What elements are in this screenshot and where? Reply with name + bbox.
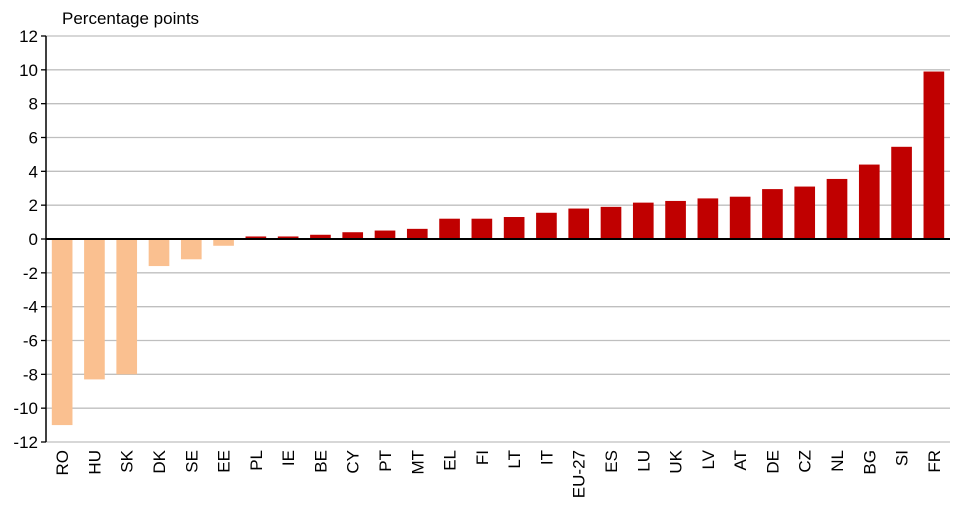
x-tick-label: FI xyxy=(473,450,492,465)
bars xyxy=(51,71,945,426)
bar-hu xyxy=(84,239,105,380)
x-tick-label: FR xyxy=(925,450,944,473)
bar-bg xyxy=(858,164,880,239)
y-tick-label: 0 xyxy=(29,230,38,249)
bar-nl xyxy=(826,178,848,239)
y-tick-label: 4 xyxy=(29,162,38,181)
x-tick-label: EU-27 xyxy=(570,450,589,498)
bar-el xyxy=(439,218,460,239)
bar-it xyxy=(536,212,557,239)
x-tick-label: CY xyxy=(344,450,363,474)
axes xyxy=(41,35,950,443)
x-tick-label: DK xyxy=(150,449,169,473)
bar-dk xyxy=(148,239,170,267)
bar-pt xyxy=(374,230,396,239)
bar-at xyxy=(729,196,751,239)
y-tick-label: -2 xyxy=(23,264,38,283)
y-tick-label: 12 xyxy=(19,27,38,46)
y-tick-label: 10 xyxy=(19,61,38,80)
bar-ee xyxy=(213,239,234,246)
bar-fi xyxy=(471,218,493,239)
x-tick-label: ES xyxy=(602,450,621,473)
x-tick-label: UK xyxy=(667,449,686,473)
x-tick-label: EL xyxy=(441,450,460,471)
bar-si xyxy=(891,146,912,239)
bar-lv xyxy=(697,198,719,239)
x-tick-label: BG xyxy=(860,450,879,475)
x-tick-label: HU xyxy=(85,450,104,475)
x-axis-tick-labels: RO HU SK DK SE EE PL IE BE CY PT MT EL FI LT IT EU-27 ES L… xyxy=(53,449,944,498)
x-tick-label: SI xyxy=(893,450,912,466)
y-tick-label: -8 xyxy=(23,365,38,384)
bar-fr xyxy=(923,71,945,240)
bar-pl xyxy=(245,236,267,239)
bar-be xyxy=(310,234,331,239)
x-tick-label: EE xyxy=(215,450,234,473)
x-tick-label: IE xyxy=(279,450,298,466)
y-tick-label: -12 xyxy=(13,433,38,452)
y-tick-label: -4 xyxy=(23,298,38,317)
x-tick-label: PL xyxy=(247,450,266,471)
x-tick-label: LU xyxy=(634,450,653,472)
y-axis-title: Percentage points xyxy=(62,9,199,28)
x-tick-label: DE xyxy=(763,450,782,474)
bar-lt xyxy=(503,217,525,239)
y-tick-label: -6 xyxy=(23,332,38,351)
bar-lu xyxy=(632,202,654,239)
x-tick-label: PT xyxy=(376,450,395,472)
gridlines xyxy=(46,35,950,443)
bar-se xyxy=(180,239,202,260)
y-tick-label: -10 xyxy=(13,399,38,418)
x-tick-label: CZ xyxy=(796,450,815,473)
bar-uk xyxy=(665,200,686,239)
x-tick-label: SK xyxy=(118,449,137,472)
y-tick-label: 2 xyxy=(29,196,38,215)
bar-cy xyxy=(342,232,364,239)
bar-ro xyxy=(51,239,73,426)
x-tick-label: BE xyxy=(311,450,330,473)
y-axis-tick-labels: -12 -10 -8 -6 -4 -2 0 2 4 6 8 10 12 xyxy=(13,27,38,452)
bar-sk xyxy=(116,239,138,375)
y-tick-label: 6 xyxy=(29,129,38,148)
x-tick-label: AT xyxy=(731,450,750,470)
x-tick-label: LT xyxy=(505,450,524,469)
x-tick-label: LV xyxy=(699,449,718,469)
bar-cz xyxy=(794,186,816,239)
bar-ie xyxy=(277,236,299,239)
x-tick-label: IT xyxy=(537,450,556,465)
x-tick-label: NL xyxy=(828,450,847,472)
bar-de xyxy=(762,189,783,239)
y-tick-label: 8 xyxy=(29,95,38,114)
bar-mt xyxy=(406,228,428,239)
x-tick-label: MT xyxy=(408,450,427,475)
x-tick-label: RO xyxy=(53,450,72,476)
bar-eu-27 xyxy=(568,208,590,239)
bar-es xyxy=(600,206,622,239)
x-tick-label: SE xyxy=(182,450,201,473)
